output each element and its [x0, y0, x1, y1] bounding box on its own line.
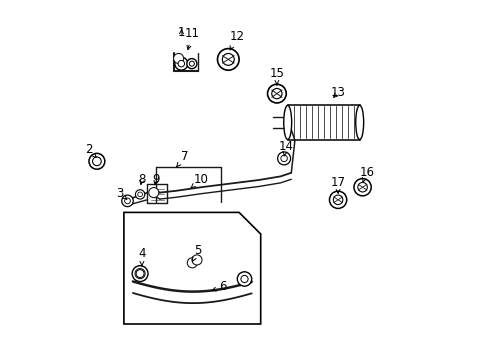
Circle shape	[280, 155, 287, 162]
Circle shape	[267, 84, 285, 103]
Text: 2: 2	[85, 143, 96, 158]
Text: 16: 16	[359, 166, 374, 182]
Circle shape	[124, 198, 130, 204]
Circle shape	[189, 61, 194, 66]
Circle shape	[92, 157, 101, 166]
Circle shape	[277, 152, 290, 165]
Circle shape	[122, 195, 133, 207]
Circle shape	[192, 255, 202, 265]
Circle shape	[135, 190, 144, 199]
Circle shape	[217, 49, 239, 70]
Text: 6: 6	[212, 280, 226, 293]
Text: 8: 8	[138, 173, 145, 186]
Circle shape	[237, 272, 251, 286]
Circle shape	[271, 89, 282, 99]
Text: 11: 11	[184, 27, 200, 50]
Circle shape	[222, 54, 234, 66]
Circle shape	[138, 192, 142, 197]
Circle shape	[353, 179, 370, 196]
Text: 17: 17	[330, 176, 345, 193]
Circle shape	[333, 195, 342, 204]
Circle shape	[187, 258, 197, 268]
Circle shape	[135, 269, 145, 279]
Text: 5: 5	[192, 244, 201, 262]
Circle shape	[136, 270, 144, 278]
Bar	[287, 105, 359, 140]
Text: 15: 15	[269, 67, 284, 85]
Text: 14: 14	[278, 140, 293, 156]
Text: 10: 10	[191, 173, 208, 188]
Circle shape	[357, 183, 366, 192]
Circle shape	[178, 60, 184, 67]
Text: 4: 4	[138, 247, 145, 266]
Circle shape	[329, 191, 346, 208]
Text: 1: 1	[177, 26, 185, 39]
Text: 3: 3	[116, 187, 127, 200]
Text: 12: 12	[229, 30, 244, 50]
Text: 7: 7	[176, 150, 188, 167]
Ellipse shape	[283, 105, 291, 140]
Circle shape	[148, 188, 159, 198]
Circle shape	[186, 59, 197, 69]
Text: 13: 13	[330, 86, 345, 99]
Circle shape	[132, 266, 148, 282]
Circle shape	[173, 53, 183, 63]
Ellipse shape	[355, 105, 363, 140]
Text: 9: 9	[152, 173, 160, 186]
Circle shape	[175, 57, 187, 70]
Circle shape	[241, 275, 247, 283]
Circle shape	[89, 153, 104, 169]
